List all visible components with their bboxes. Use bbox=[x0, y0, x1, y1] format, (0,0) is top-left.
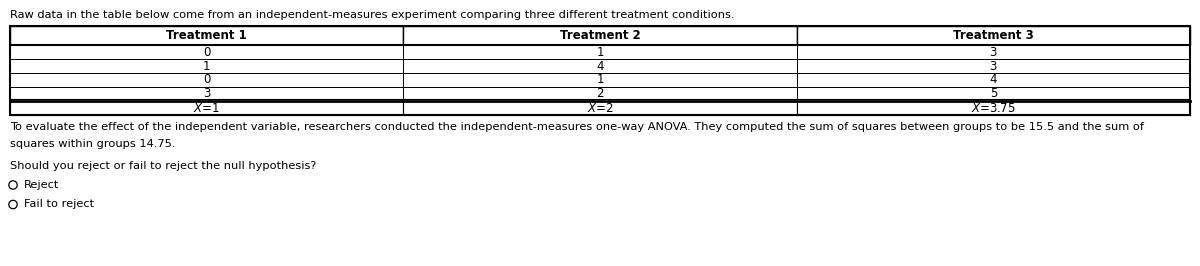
Bar bbox=[403, 45, 797, 59]
Text: 2: 2 bbox=[596, 87, 604, 100]
Text: 1: 1 bbox=[203, 60, 210, 73]
Text: Treatment 1: Treatment 1 bbox=[167, 29, 247, 42]
Bar bbox=[797, 59, 1190, 73]
Text: Fail to reject: Fail to reject bbox=[24, 200, 94, 210]
Text: 1: 1 bbox=[596, 46, 604, 59]
Text: 3: 3 bbox=[203, 87, 210, 100]
Text: Should you reject or fail to reject the null hypothesis?: Should you reject or fail to reject the … bbox=[10, 161, 317, 171]
Text: To evaluate the effect of the independent variable, researchers conducted the in: To evaluate the effect of the independen… bbox=[10, 123, 1144, 132]
Bar bbox=[10, 73, 403, 87]
Text: Raw data in the table below come from an independent-measures experiment compari: Raw data in the table below come from an… bbox=[10, 10, 734, 20]
Bar bbox=[797, 73, 1190, 87]
Bar bbox=[10, 101, 403, 115]
Text: Treatment 3: Treatment 3 bbox=[953, 29, 1033, 42]
Text: 0: 0 bbox=[203, 46, 210, 59]
Text: 3: 3 bbox=[990, 46, 997, 59]
Text: Reject: Reject bbox=[24, 180, 59, 190]
Bar bbox=[10, 45, 403, 59]
Bar bbox=[10, 59, 403, 73]
Text: 1: 1 bbox=[596, 73, 604, 86]
Text: Treatment 2: Treatment 2 bbox=[559, 29, 641, 42]
Bar bbox=[10, 26, 1190, 115]
Text: 4: 4 bbox=[596, 60, 604, 73]
Bar bbox=[10, 87, 403, 101]
Bar bbox=[797, 101, 1190, 115]
Text: 3: 3 bbox=[990, 60, 997, 73]
Bar bbox=[403, 73, 797, 87]
Bar bbox=[403, 101, 797, 115]
Bar bbox=[403, 26, 797, 45]
Bar bbox=[797, 87, 1190, 101]
Text: 0: 0 bbox=[203, 73, 210, 86]
Bar bbox=[403, 87, 797, 101]
Text: $\bar{X}$=1: $\bar{X}$=1 bbox=[193, 100, 220, 116]
Bar bbox=[797, 26, 1190, 45]
Text: 4: 4 bbox=[990, 73, 997, 86]
Bar bbox=[797, 45, 1190, 59]
Text: $\bar{X}$=3.75: $\bar{X}$=3.75 bbox=[971, 100, 1015, 116]
Text: 5: 5 bbox=[990, 87, 997, 100]
Bar bbox=[10, 26, 403, 45]
Text: squares within groups 14.75.: squares within groups 14.75. bbox=[10, 139, 175, 149]
Bar bbox=[403, 59, 797, 73]
Text: $\bar{X}$=2: $\bar{X}$=2 bbox=[587, 100, 613, 116]
